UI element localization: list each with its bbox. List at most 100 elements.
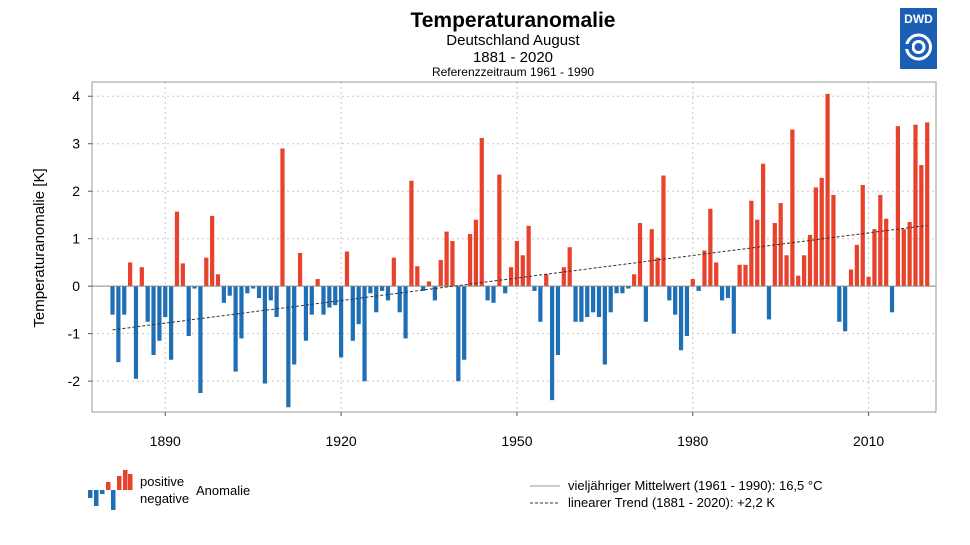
bar-1980 — [690, 279, 695, 287]
bar-1982 — [702, 250, 707, 287]
bar-1985 — [719, 286, 725, 301]
bar-1962 — [585, 286, 590, 318]
y-tick-label: 2 — [72, 183, 80, 199]
plot-background — [92, 82, 936, 412]
bar-2004 — [831, 195, 836, 287]
legend-swatch-bar — [88, 490, 93, 498]
bar-1963 — [591, 286, 596, 313]
bar-1976 — [667, 286, 672, 301]
bar-1950 — [514, 241, 520, 287]
bar-1943 — [473, 219, 479, 287]
bar-2020 — [925, 122, 930, 287]
bar-2009 — [860, 185, 865, 287]
bar-1892 — [174, 211, 180, 287]
bar-1908 — [268, 286, 273, 301]
bar-1938 — [444, 231, 449, 287]
bar-1900 — [221, 286, 226, 303]
bar-1903 — [239, 286, 244, 339]
bar-1924 — [362, 286, 367, 382]
x-tick-label: 1920 — [326, 433, 357, 449]
bar-1954 — [538, 286, 543, 322]
legend-swatch-bar — [117, 476, 122, 490]
x-tick-label: 1980 — [677, 433, 708, 449]
bar-1929 — [391, 257, 396, 287]
anomaly-legend-swatches — [88, 470, 133, 510]
bar-1916 — [315, 279, 320, 287]
bar-1970 — [632, 274, 637, 287]
bar-1904 — [245, 286, 250, 294]
bar-1931 — [403, 286, 408, 339]
bar-1990 — [749, 200, 754, 287]
bar-1891 — [169, 286, 174, 360]
bar-1937 — [438, 260, 443, 287]
bar-1907 — [262, 286, 268, 384]
bar-1999 — [802, 255, 807, 287]
legend-swatch-bar — [128, 474, 133, 490]
legend-swatch-bar — [100, 490, 105, 494]
bar-1934 — [421, 286, 426, 291]
bar-1966 — [608, 286, 613, 313]
bar-2018 — [913, 124, 918, 287]
bar-1926 — [374, 286, 379, 313]
bar-1884 — [127, 262, 133, 287]
bar-2014 — [889, 286, 895, 313]
bar-1888 — [151, 286, 156, 356]
bar-1895 — [192, 286, 197, 289]
y-tick-label: 1 — [72, 231, 80, 247]
y-tick-label: -1 — [68, 326, 81, 342]
bar-1961 — [579, 286, 584, 322]
bar-1906 — [256, 286, 262, 299]
bar-1971 — [637, 223, 643, 287]
bar-1885 — [133, 286, 139, 379]
bar-1890 — [163, 286, 168, 318]
bar-1957 — [555, 286, 561, 356]
legend-swatch-bar — [111, 490, 116, 510]
bar-1922 — [350, 286, 355, 341]
chart-subtitle: Deutschland August — [446, 32, 580, 49]
bar-1941 — [462, 286, 467, 360]
bar-1994 — [772, 223, 777, 287]
legend-trend-label: linearer Trend (1881 - 2020): +2,2 K — [568, 495, 775, 510]
bar-1889 — [157, 286, 162, 341]
bar-1998 — [796, 275, 801, 287]
bar-2005 — [837, 286, 842, 322]
bar-1977 — [673, 286, 678, 315]
bar-2002 — [819, 177, 824, 287]
bar-1893 — [180, 263, 185, 287]
bar-1925 — [368, 286, 373, 294]
bar-2019 — [919, 165, 924, 287]
y-tick-label: -2 — [68, 373, 81, 389]
bar-2015 — [895, 126, 901, 287]
bar-1894 — [186, 286, 191, 337]
legend-anomaly-label: Anomalie — [196, 483, 250, 498]
bar-1898 — [210, 215, 215, 287]
bar-1913 — [297, 252, 303, 287]
bar-1912 — [292, 286, 297, 365]
legend-swatch-bar — [94, 490, 99, 506]
bar-1984 — [714, 262, 719, 287]
trend-line — [112, 224, 928, 331]
legend-positive-label: positive — [140, 474, 184, 489]
dwd-logo-text: DWD — [904, 12, 933, 26]
bar-1914 — [303, 286, 309, 341]
bar-1967 — [614, 286, 619, 294]
bar-1882 — [116, 286, 121, 363]
bar-1915 — [309, 286, 314, 315]
bar-2007 — [848, 269, 854, 287]
bar-2012 — [878, 195, 883, 287]
bar-1969 — [626, 286, 631, 289]
bar-1958 — [561, 267, 566, 287]
bar-2016 — [901, 229, 906, 287]
plot-frame — [91, 81, 937, 413]
chart-period: 1881 - 2020 — [473, 49, 553, 66]
bar-1899 — [215, 274, 221, 287]
bar-1959 — [567, 247, 572, 287]
bar-1989 — [743, 264, 748, 287]
plot-area: -2 -1 0 1 2 3 4 1890 1920 1950 1980 2010 — [68, 81, 937, 449]
bar-1936 — [432, 286, 437, 301]
bar-1928 — [385, 286, 391, 301]
bar-1932 — [409, 180, 414, 287]
bar-1935 — [426, 281, 432, 287]
bar-1896 — [198, 286, 203, 393]
